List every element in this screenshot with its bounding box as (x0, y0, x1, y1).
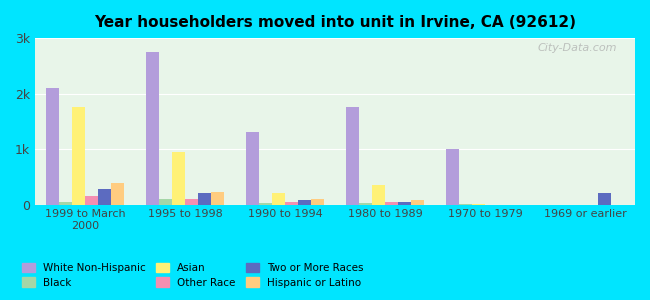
Bar (311, 199, 324, 205)
Bar (259, 203, 272, 205)
Bar (359, 203, 372, 205)
Bar (598, 194, 611, 205)
Bar (46, 88, 59, 205)
Bar (446, 149, 459, 205)
Bar (85, 196, 98, 205)
Bar (211, 192, 224, 205)
Text: City-Data.com: City-Data.com (538, 43, 617, 53)
Bar (72, 107, 85, 205)
Bar (198, 194, 211, 205)
Bar (111, 184, 124, 205)
Bar (398, 202, 411, 205)
Bar (146, 52, 159, 205)
Bar (472, 204, 485, 205)
Title: Year householders moved into unit in Irvine, CA (92612): Year householders moved into unit in Irv… (94, 15, 576, 30)
Bar (246, 132, 259, 205)
Bar (372, 185, 385, 205)
Bar (59, 202, 72, 205)
Bar (98, 189, 111, 205)
Bar (285, 202, 298, 205)
Bar (346, 107, 359, 205)
Bar (185, 199, 198, 205)
Bar (159, 199, 172, 205)
Bar (459, 204, 472, 205)
Bar (411, 200, 424, 205)
Bar (172, 152, 185, 205)
Legend: White Non-Hispanic, Black, Asian, Other Race, Two or More Races, Hispanic or Lat: White Non-Hispanic, Black, Asian, Other … (18, 259, 367, 292)
Bar (272, 194, 285, 205)
Bar (298, 200, 311, 205)
Bar (385, 202, 398, 205)
